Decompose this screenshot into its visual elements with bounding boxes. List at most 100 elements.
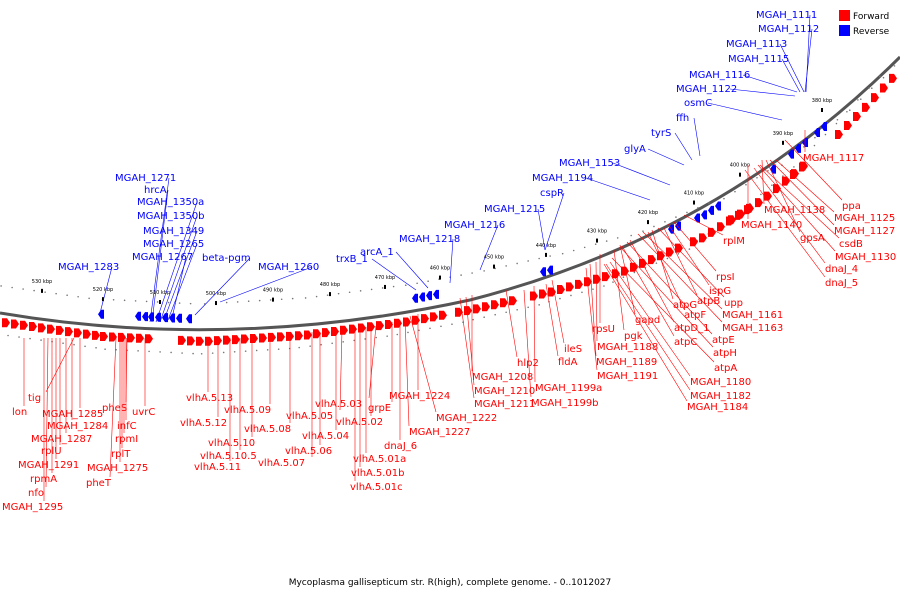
forward-gene-arrow: [304, 330, 312, 340]
forward-gene-arrow: [376, 321, 384, 331]
scale-dot: [870, 87, 873, 90]
scale-dot: [836, 118, 839, 121]
forward-gene-arrow: [755, 198, 763, 208]
forward-gene-arrow: [340, 325, 348, 335]
scale-dot: [734, 190, 736, 193]
reverse-gene-label: MGAH_1349: [143, 226, 204, 237]
scale-dot: [244, 350, 247, 352]
tick-mark: [693, 200, 695, 205]
forward-gene-label: gapd: [635, 315, 660, 326]
scale-dot: [846, 110, 848, 113]
leader-line: [667, 223, 710, 286]
scale-dot: [688, 248, 691, 250]
forward-gene-arrow: [737, 209, 745, 219]
scale-dot: [451, 323, 453, 326]
forward-gene-arrow: [127, 333, 135, 343]
scale-dot: [697, 206, 699, 209]
scale-dot: [104, 348, 106, 350]
scale-dot: [178, 302, 181, 304]
leader-line: [339, 329, 343, 411]
leader-line: [595, 261, 598, 342]
scale-dot: [471, 272, 473, 274]
forward-gene-arrow: [491, 300, 499, 310]
forward-gene-arrow: [313, 329, 321, 339]
reverse-gene-label: glyA: [624, 144, 646, 155]
forward-gene-label: rpmI: [115, 434, 138, 445]
forward-gene-label: vlhA.5.03: [315, 399, 362, 410]
forward-gene-arrow: [584, 277, 592, 287]
leader-line: [611, 257, 715, 363]
forward-gene-arrow: [439, 310, 447, 320]
leader-line: [612, 162, 671, 186]
scale-dot: [572, 249, 575, 252]
tick-label: 500 kbp: [206, 291, 226, 297]
reverse-gene-arrow: [547, 265, 553, 275]
forward-gene-arrow: [557, 285, 565, 294]
leader-line: [163, 230, 198, 321]
forward-gene-arrow: [205, 336, 213, 346]
scale-dot: [527, 306, 529, 309]
scale-dot: [767, 169, 769, 172]
forward-gene-arrow: [473, 304, 481, 314]
forward-gene-label: upp: [724, 298, 743, 309]
scale-dot: [653, 225, 655, 228]
forward-gene-label: atpD_1: [674, 323, 709, 334]
reverse-gene-arrow: [715, 201, 721, 211]
scale-dot: [483, 316, 485, 318]
scale-dot: [392, 285, 395, 288]
forward-gene-label: ispG: [709, 286, 731, 297]
scale-dot: [247, 300, 250, 303]
forward-gene-label: MGAH_1224: [389, 391, 450, 402]
forward-gene-label: MGAH_1182: [690, 391, 751, 402]
reverse-gene-label: MGAH_1218: [399, 234, 460, 245]
reverse-gene-label: MGAH_1153: [559, 158, 620, 169]
scale-dot: [258, 299, 261, 302]
forward-gene-arrow: [575, 279, 583, 289]
forward-gene-label: lon: [12, 407, 27, 418]
forward-gene-label: MGAH_1130: [835, 252, 896, 263]
forward-gene-arrow: [277, 332, 285, 342]
leader-line: [637, 233, 723, 323]
leader-line: [657, 227, 725, 298]
leader-line: [651, 229, 674, 300]
reverse-gene-label: MGAH_1215: [484, 204, 545, 215]
reverse-gene-label: MGAH_1113: [726, 39, 787, 50]
forward-gene-label: atpH: [713, 348, 737, 359]
leader-line: [757, 164, 836, 252]
scale-dot: [592, 288, 594, 290]
scale-dot: [418, 329, 420, 332]
forward-gene-arrow: [232, 335, 240, 345]
forward-gene-label: pgk: [624, 331, 643, 342]
forward-gene-label: fldA: [558, 357, 578, 368]
leader-line: [626, 241, 713, 335]
scale-dot: [225, 301, 228, 304]
forward-gene-label: MGAH_1125: [834, 213, 895, 224]
scale-dot: [7, 334, 9, 337]
forward-gene-arrow: [421, 314, 429, 324]
scale-ticks: 530 kbp 520 kbp 510 kbp 500 kbp 490 kbp 480 k…: [32, 98, 832, 306]
scale-dot: [396, 333, 399, 336]
scale-dot: [342, 341, 344, 343]
leader-line: [404, 317, 410, 427]
forward-gene-label: vlhA.5.12: [180, 418, 227, 429]
forward-gene-label: MGAH_1285: [42, 409, 103, 420]
leader-line: [761, 159, 765, 205]
forward-gene-arrow: [109, 332, 117, 342]
reverse-gene-arrow: [176, 313, 182, 323]
forward-gene-arrow: [430, 312, 438, 322]
forward-gene-arrow: [83, 329, 91, 339]
scale-dot: [315, 295, 318, 298]
tick-label: 460 kbp: [430, 266, 450, 272]
forward-gene-arrow: [482, 302, 490, 312]
leader-line: [620, 247, 714, 348]
tick-label: 470 kbp: [375, 275, 395, 281]
tick-mark: [596, 238, 598, 243]
forward-gene-label: MGAH_1211: [474, 399, 535, 410]
leader-line: [194, 257, 251, 316]
reverse-gene-label: MGAH_1260: [258, 262, 319, 273]
scale-dot: [655, 262, 658, 264]
leader-line: [459, 297, 475, 399]
forward-gene-arrow: [790, 170, 798, 179]
reverse-gene-label: MGAH_1111: [756, 10, 817, 21]
